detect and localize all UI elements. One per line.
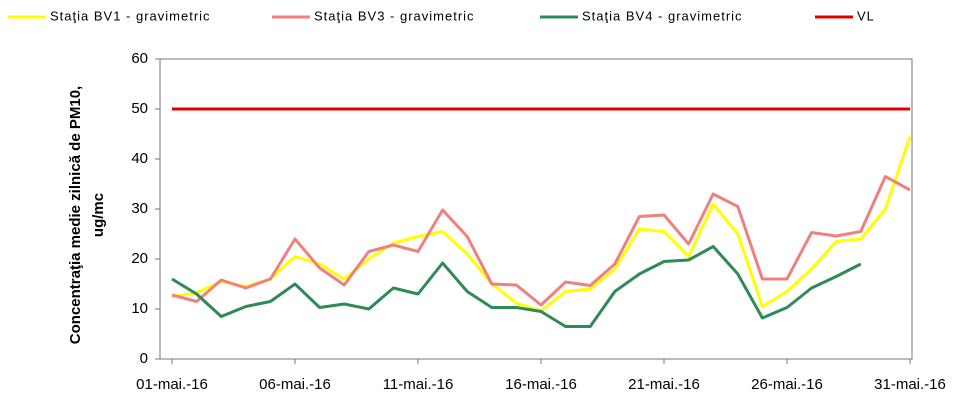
- series-line: [171, 136, 912, 313]
- y-tick-label: 40: [131, 150, 148, 167]
- y-tick-label: 60: [131, 50, 148, 67]
- y-tick-label: 10: [131, 300, 148, 317]
- x-tick-label: 26-mai.-16: [751, 376, 823, 393]
- x-tick-label: 01-mai.-16: [136, 376, 208, 393]
- legend-label: Staţia BV4 - gravimetric: [582, 8, 743, 23]
- x-tick-label: 21-mai.-16: [628, 376, 700, 393]
- legend-label: Staţia BV1 - gravimetric: [50, 8, 211, 23]
- plot-frame: [159, 58, 913, 360]
- y-tick-label: 30: [131, 200, 148, 217]
- y-axis-label: ug/mc: [90, 193, 107, 237]
- x-tick-label: 16-mai.-16: [505, 376, 577, 393]
- x-tick-label: 31-mai.-16: [874, 376, 946, 393]
- legend-label: Staţia BV3 - gravimetric: [314, 8, 475, 23]
- y-axis-label: Concentraţia medie zilnică de PM10,: [67, 86, 84, 344]
- series-line: [171, 175, 911, 307]
- y-tick-label: 0: [140, 350, 148, 367]
- y-tick-label: 50: [131, 100, 148, 117]
- legend-label: VL: [857, 8, 875, 23]
- series-line: [171, 245, 862, 328]
- y-tick-label: 20: [131, 250, 148, 267]
- x-tick-label: 06-mai.-16: [259, 376, 331, 393]
- x-tick-label: 11-mai.-16: [383, 376, 454, 393]
